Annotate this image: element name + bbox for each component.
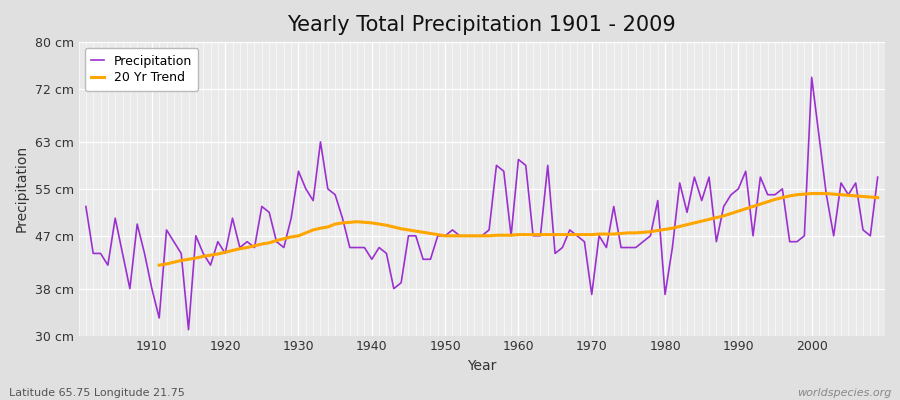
Legend: Precipitation, 20 Yr Trend: Precipitation, 20 Yr Trend [85,48,198,91]
Precipitation [608,204,619,209]
Precipitation [140,251,150,256]
20 Yr Trend [872,195,883,200]
20 Yr Trend [154,263,165,268]
20 Yr Trend [374,222,384,226]
X-axis label: Year: Year [467,359,497,373]
Y-axis label: Precipitation: Precipitation [15,145,29,232]
Line: 20 Yr Trend: 20 Yr Trend [159,194,878,265]
Precipitation [80,204,91,209]
Line: Precipitation: Precipitation [86,77,878,330]
20 Yr Trend [322,224,333,229]
Precipitation [308,198,319,203]
Title: Yearly Total Precipitation 1901 - 2009: Yearly Total Precipitation 1901 - 2009 [287,15,676,35]
Precipitation [352,245,363,250]
20 Yr Trend [513,232,524,237]
Precipitation [513,157,524,162]
20 Yr Trend [535,232,545,237]
Precipitation [806,75,817,80]
Precipitation [520,163,531,168]
Precipitation [183,327,194,332]
20 Yr Trend [806,191,817,196]
20 Yr Trend [718,214,729,218]
Text: worldspecies.org: worldspecies.org [796,388,891,398]
Precipitation [872,175,883,180]
20 Yr Trend [345,220,356,225]
Text: Latitude 65.75 Longitude 21.75: Latitude 65.75 Longitude 21.75 [9,388,184,398]
